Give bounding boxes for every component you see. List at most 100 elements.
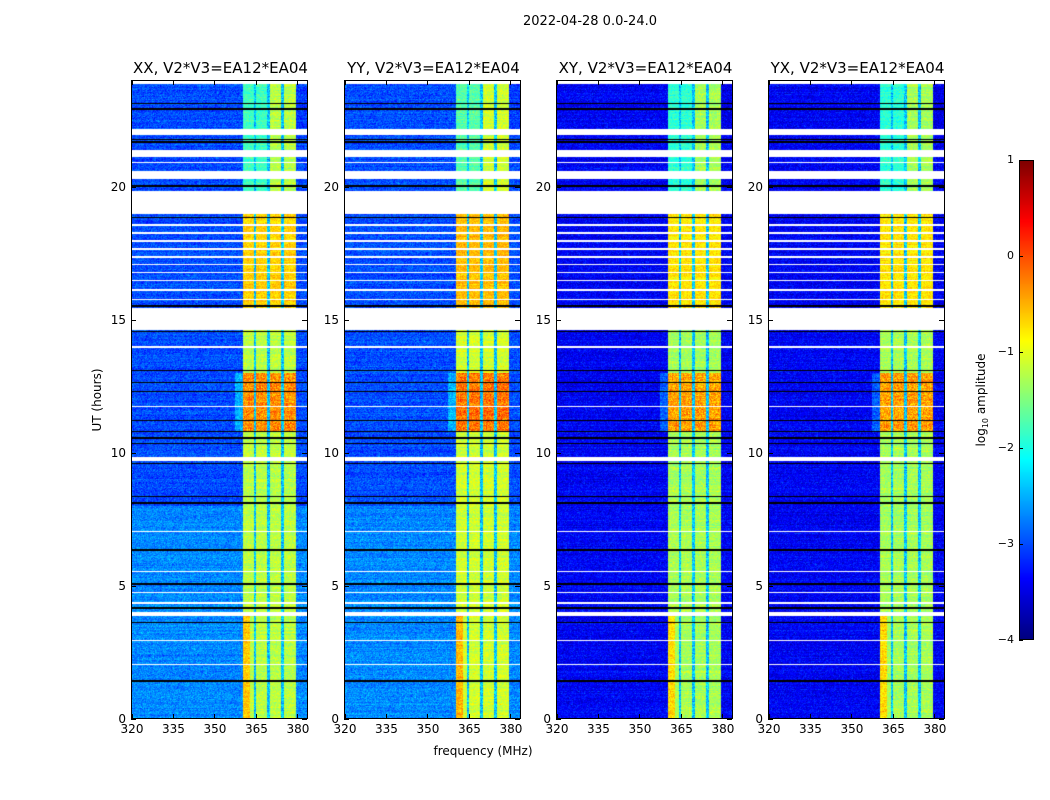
y-tick-mark (727, 585, 732, 587)
waterfall-heatmap (345, 81, 520, 718)
y-tick-mark (302, 719, 307, 720)
colorbar-tick-label: −2 (997, 441, 1014, 454)
x-tick-label: 350 (840, 722, 864, 736)
x-tick-mark (255, 714, 257, 719)
x-tick-label: 350 (416, 722, 440, 736)
x-tick-mark (556, 80, 558, 85)
panel-yy: YY, V2*V3=EA12*EA04 320 335 350 365 380 0 5 10 1… (324, 59, 523, 736)
y-tick-mark (556, 319, 561, 321)
x-tick-mark (172, 80, 174, 85)
x-tick-mark (510, 80, 512, 85)
x-tick-mark (892, 714, 894, 719)
y-tick-mark (515, 186, 520, 188)
x-tick-mark (892, 80, 894, 85)
figure-title: 2022-04-28 0.0-24.0 (523, 14, 657, 29)
y-tick-mark (556, 719, 561, 720)
y-tick-label: 10 (535, 445, 551, 460)
y-tick-label: 5 (543, 578, 551, 593)
y-tick-mark (302, 186, 307, 188)
y-tick-mark (939, 585, 944, 587)
panel-xx: XX, V2*V3=EA12*EA04 320 335 350 365 380 0 5 10 1… (111, 59, 310, 736)
y-tick-label: 20 (747, 179, 763, 194)
x-tick-label: 365 (882, 722, 905, 736)
y-tick-mark (131, 186, 136, 188)
x-tick-mark (131, 80, 133, 85)
x-tick-mark (344, 714, 346, 719)
y-tick-mark (302, 452, 307, 454)
x-tick-label: 365 (245, 722, 268, 736)
y-tick-mark (768, 452, 773, 454)
x-tick-mark (556, 714, 558, 719)
x-tick-label: 335 (375, 722, 398, 736)
x-tick-mark (934, 714, 936, 719)
panel-xy: XY, V2*V3=EA12*EA04 320 335 350 365 380 0 5 10 1… (536, 59, 735, 736)
y-tick-label: 10 (747, 445, 763, 460)
y-tick-label: 10 (110, 445, 126, 460)
y-tick-mark (302, 585, 307, 587)
x-tick-label: 365 (670, 722, 693, 736)
x-tick-label: 335 (587, 722, 610, 736)
x-tick-mark (255, 80, 257, 85)
y-tick-label: 0 (331, 712, 339, 726)
y-tick-mark (344, 585, 349, 587)
x-tick-mark (809, 714, 811, 719)
x-tick-mark (468, 80, 470, 85)
y-tick-label: 15 (535, 312, 551, 327)
y-tick-mark (556, 452, 561, 454)
y-tick-mark (727, 719, 732, 720)
y-tick-label: 5 (118, 578, 126, 593)
x-tick-mark (131, 714, 133, 719)
panel-title: YY, V2*V3=EA12*EA04 (347, 59, 520, 77)
x-tick-mark (468, 714, 470, 719)
x-tick-mark (639, 80, 641, 85)
x-tick-mark (934, 80, 936, 85)
y-tick-mark (302, 319, 307, 321)
x-tick-label: 335 (799, 722, 822, 736)
y-tick-mark (344, 186, 349, 188)
x-tick-mark (680, 80, 682, 85)
y-tick-label: 5 (331, 578, 339, 593)
panel-yx: YX, V2*V3=EA12*EA04 320 335 350 365 380 0 5 10 1… (748, 59, 947, 736)
x-tick-mark (597, 714, 599, 719)
x-tick-mark (214, 80, 216, 85)
panel-title: YX, V2*V3=EA12*EA04 (770, 59, 945, 77)
x-tick-mark (768, 714, 770, 719)
x-tick-mark (851, 80, 853, 85)
colorbar-tick-label: 0 (1007, 249, 1014, 262)
y-tick-label: 10 (323, 445, 339, 460)
y-tick-mark (131, 319, 136, 321)
x-tick-label: 380 (711, 722, 735, 736)
colorbar-tick-mark (1019, 160, 1023, 161)
x-tick-mark (427, 714, 429, 719)
x-tick-mark (344, 80, 346, 85)
x-tick-label: 380 (499, 722, 523, 736)
x-tick-label: 320 (757, 722, 781, 736)
x-tick-mark (214, 714, 216, 719)
x-axis-label: frequency (MHz) (433, 744, 533, 758)
x-tick-mark (809, 80, 811, 85)
x-tick-label: 380 (286, 722, 310, 736)
y-tick-mark (556, 186, 561, 188)
y-tick-mark (515, 319, 520, 321)
y-tick-label: 20 (323, 179, 339, 194)
y-tick-mark (768, 585, 773, 587)
waterfall-heatmap (769, 81, 944, 718)
colorbar-tick-mark (1019, 352, 1023, 353)
x-tick-label: 320 (333, 722, 357, 736)
y-tick-mark (131, 719, 136, 720)
x-tick-label: 380 (923, 722, 947, 736)
colorbar (1019, 160, 1034, 640)
y-tick-mark (556, 585, 561, 587)
y-tick-mark (939, 186, 944, 188)
x-tick-mark (510, 714, 512, 719)
x-tick-mark (680, 714, 682, 719)
y-tick-mark (768, 319, 773, 321)
y-tick-label: 15 (110, 312, 126, 327)
x-tick-mark (385, 80, 387, 85)
x-tick-mark (722, 80, 724, 85)
colorbar-tick-mark (1019, 448, 1023, 449)
y-tick-mark (727, 452, 732, 454)
x-tick-mark (768, 80, 770, 85)
x-tick-label: 335 (162, 722, 185, 736)
y-tick-label: 15 (323, 312, 339, 327)
